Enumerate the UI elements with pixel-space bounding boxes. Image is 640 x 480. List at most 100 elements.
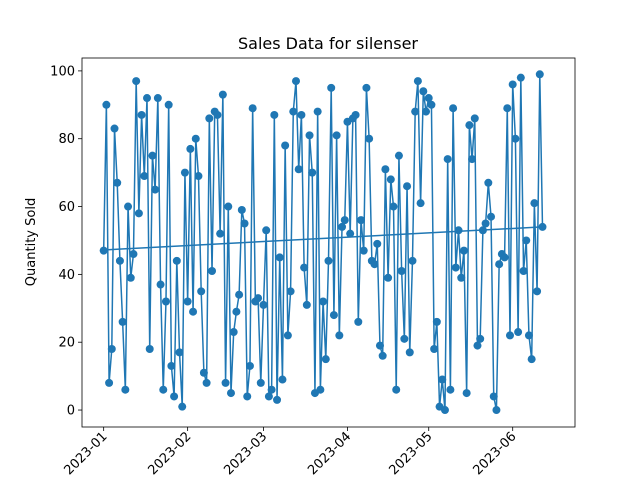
data-point <box>487 212 496 221</box>
data-point <box>397 266 406 275</box>
data-point <box>514 328 523 337</box>
y-tick-label: 100 <box>50 64 75 79</box>
data-point <box>245 361 254 370</box>
data-point <box>99 246 108 255</box>
data-point <box>392 385 401 394</box>
data-point <box>121 385 130 394</box>
data-point <box>183 297 192 306</box>
data-point <box>446 385 455 394</box>
data-point <box>305 131 314 140</box>
data-point <box>359 246 368 255</box>
data-point <box>270 110 279 119</box>
data-point <box>527 355 536 364</box>
data-point <box>462 389 471 398</box>
data-point <box>302 300 311 309</box>
x-tick-label: 2023-06 <box>471 429 520 478</box>
data-point <box>221 378 230 387</box>
data-point <box>411 107 420 116</box>
data-point <box>151 185 160 194</box>
data-point <box>492 406 501 415</box>
data-point <box>156 280 165 289</box>
data-point <box>316 385 325 394</box>
data-point <box>289 107 298 116</box>
data-point <box>451 263 460 272</box>
x-tick-label: 2023-01 <box>61 429 110 478</box>
data-point <box>275 253 284 262</box>
data-point <box>327 83 336 92</box>
data-point <box>500 253 509 262</box>
data-point <box>202 378 211 387</box>
data-point <box>481 219 490 228</box>
data-point <box>143 94 152 103</box>
data-point <box>172 256 181 265</box>
data-point <box>197 287 206 296</box>
data-point <box>313 107 322 116</box>
data-point <box>110 124 119 133</box>
data-point <box>153 94 162 103</box>
data-point <box>362 83 371 92</box>
data-point <box>457 273 466 282</box>
data-point <box>224 202 233 211</box>
data-point <box>419 87 428 96</box>
data-point <box>346 229 355 238</box>
data-point <box>205 114 214 123</box>
data-point <box>324 256 333 265</box>
data-point <box>254 294 263 303</box>
data-point <box>118 317 127 326</box>
data-point <box>384 273 393 282</box>
data-point <box>273 395 282 404</box>
data-point <box>235 290 244 299</box>
data-point <box>335 331 344 340</box>
data-point <box>495 260 504 269</box>
data-point <box>454 226 463 235</box>
data-point <box>405 348 414 357</box>
data-point <box>459 246 468 255</box>
data-point <box>424 94 433 103</box>
data-point <box>159 385 168 394</box>
data-point <box>262 226 271 235</box>
data-point <box>297 110 306 119</box>
data-point <box>178 402 187 411</box>
data-point <box>332 131 341 140</box>
data-point <box>427 100 436 109</box>
data-point <box>365 134 374 143</box>
data-point <box>351 110 360 119</box>
y-tick-label: 20 <box>58 336 75 351</box>
data-point <box>259 300 268 309</box>
data-point <box>533 287 542 296</box>
data-point <box>432 317 441 326</box>
data-point <box>243 392 252 401</box>
data-point <box>516 73 525 82</box>
data-point <box>180 168 189 177</box>
data-point <box>291 77 300 86</box>
data-point <box>443 155 452 164</box>
data-point <box>476 334 485 343</box>
data-line <box>103 226 543 251</box>
data-point <box>381 165 390 174</box>
data-point <box>511 134 520 143</box>
data-point <box>132 77 141 86</box>
data-point <box>319 297 328 306</box>
data-point <box>508 80 517 89</box>
data-point <box>422 107 431 116</box>
data-point <box>186 144 195 153</box>
data-point <box>286 287 295 296</box>
data-point <box>300 263 309 272</box>
data-point <box>357 216 366 225</box>
data-point <box>468 155 477 164</box>
data-point <box>438 375 447 384</box>
data-point <box>519 266 528 275</box>
y-tick-label: 40 <box>58 268 75 283</box>
data-point <box>267 385 276 394</box>
data-point <box>403 182 412 191</box>
data-point <box>394 151 403 160</box>
data-point <box>191 134 200 143</box>
data-point <box>240 219 249 228</box>
data-point <box>264 392 273 401</box>
data-point <box>340 216 349 225</box>
data-point <box>170 392 179 401</box>
data-point <box>115 256 124 265</box>
x-tick-label: 2023-02 <box>145 429 194 478</box>
data-point <box>164 100 173 109</box>
